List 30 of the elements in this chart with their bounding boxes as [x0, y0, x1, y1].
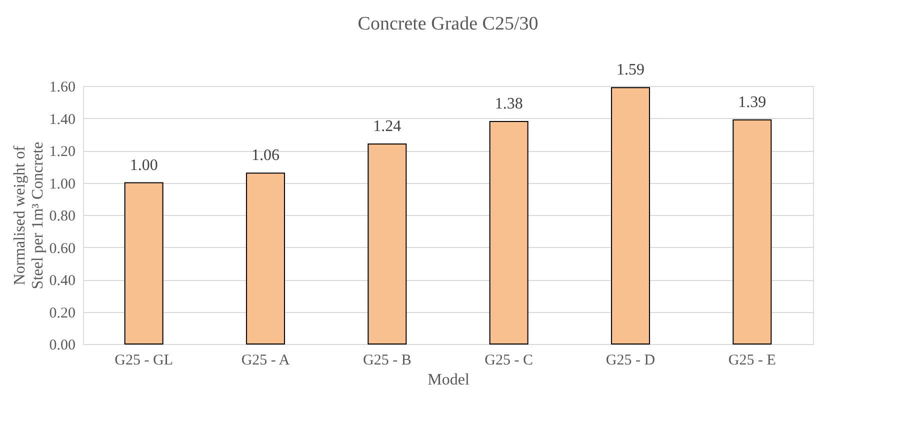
y-tick-label: 0.20 — [49, 305, 76, 322]
x-axis-title: Model — [428, 372, 470, 388]
x-tick-label: G25 - B — [362, 352, 412, 368]
data-label: 1.39 — [738, 94, 766, 111]
x-tick-label: G25 - GL — [114, 352, 173, 368]
data-label: 1.59 — [616, 62, 644, 79]
bar — [246, 172, 285, 344]
y-tick-label: 1.40 — [49, 112, 76, 128]
y-tick-label: 0.80 — [49, 208, 76, 224]
bar — [732, 119, 772, 344]
bar — [489, 120, 528, 344]
x-tick-label: G25 - E — [728, 352, 776, 368]
x-tick-label: G25 - C — [484, 352, 534, 368]
bar — [611, 87, 650, 344]
y-tick-label: 0.00 — [49, 338, 76, 354]
y-tick-label: 1.60 — [49, 80, 76, 96]
bar — [368, 144, 407, 344]
data-label: 1.00 — [130, 156, 158, 174]
y-tick-label: 0.60 — [49, 240, 76, 257]
x-tick-label: G25 - D — [606, 352, 656, 368]
y-tick-label: 0.40 — [49, 273, 76, 289]
bar — [124, 182, 164, 344]
data-label: 1.24 — [373, 118, 402, 136]
y-tick-label: 1.20 — [49, 144, 76, 160]
chart-title: Concrete Grade C25/30 — [358, 14, 538, 35]
x-tick-label: G25 - A — [241, 352, 290, 368]
y-axis-title: Normalised weight of Steel per 1m³ Concrete — [11, 142, 46, 290]
data-label: 1.06 — [252, 147, 280, 164]
y-tick-label: 1.00 — [49, 176, 76, 192]
data-label: 1.38 — [494, 95, 523, 112]
